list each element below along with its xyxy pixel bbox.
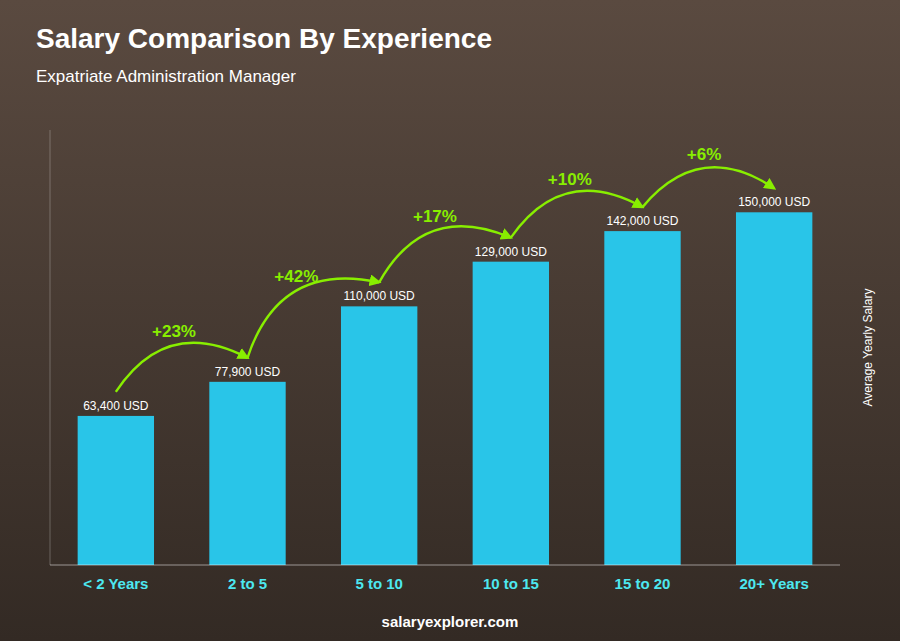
- bar: [473, 262, 549, 565]
- x-tick-label: 15 to 20: [615, 575, 671, 592]
- x-tick-label: 2 to 5: [228, 575, 267, 592]
- x-tick-label: 20+ Years: [739, 575, 808, 592]
- change-arrow: [511, 191, 643, 238]
- x-tick-label: 10 to 15: [483, 575, 539, 592]
- data-label: 110,000 USD: [344, 289, 415, 303]
- bars: [78, 212, 813, 565]
- change-label: +10%: [548, 170, 592, 189]
- data-label: 129,000 USD: [475, 245, 547, 259]
- x-axis-line: [50, 565, 840, 566]
- footer: salaryexplorer.com: [382, 613, 519, 630]
- chart-container: Salary Comparison By Experience Expatriat…: [0, 0, 900, 641]
- bar: [78, 416, 154, 565]
- change-arrow: [643, 167, 775, 207]
- data-label: 150,000 USD: [738, 195, 810, 209]
- change-label: +42%: [274, 267, 318, 286]
- y-axis-line: [50, 130, 51, 565]
- bar: [209, 382, 285, 565]
- change-arrow: [116, 343, 248, 392]
- chart-svg: Salary Comparison By Experience Expatriat…: [0, 0, 900, 641]
- change-label: +23%: [152, 322, 196, 341]
- data-label: 63,400 USD: [83, 399, 149, 413]
- background: [0, 0, 900, 641]
- change-label: +17%: [413, 207, 457, 226]
- x-tick-label: < 2 Years: [83, 575, 148, 592]
- bar: [604, 231, 680, 565]
- x-tick-label: 5 to 10: [355, 575, 403, 592]
- change-arrow: [379, 226, 511, 282]
- bar: [736, 212, 812, 565]
- bar: [341, 306, 417, 565]
- data-label: 142,000 USD: [606, 214, 678, 228]
- title: Salary Comparison By Experience: [36, 23, 492, 54]
- change-arrow: [248, 278, 380, 357]
- subtitle: Expatriate Administration Manager: [36, 67, 296, 86]
- change-label: +6%: [687, 145, 722, 164]
- y-axis-label: Average Yearly Salary: [861, 289, 875, 407]
- data-label: 77,900 USD: [215, 365, 281, 379]
